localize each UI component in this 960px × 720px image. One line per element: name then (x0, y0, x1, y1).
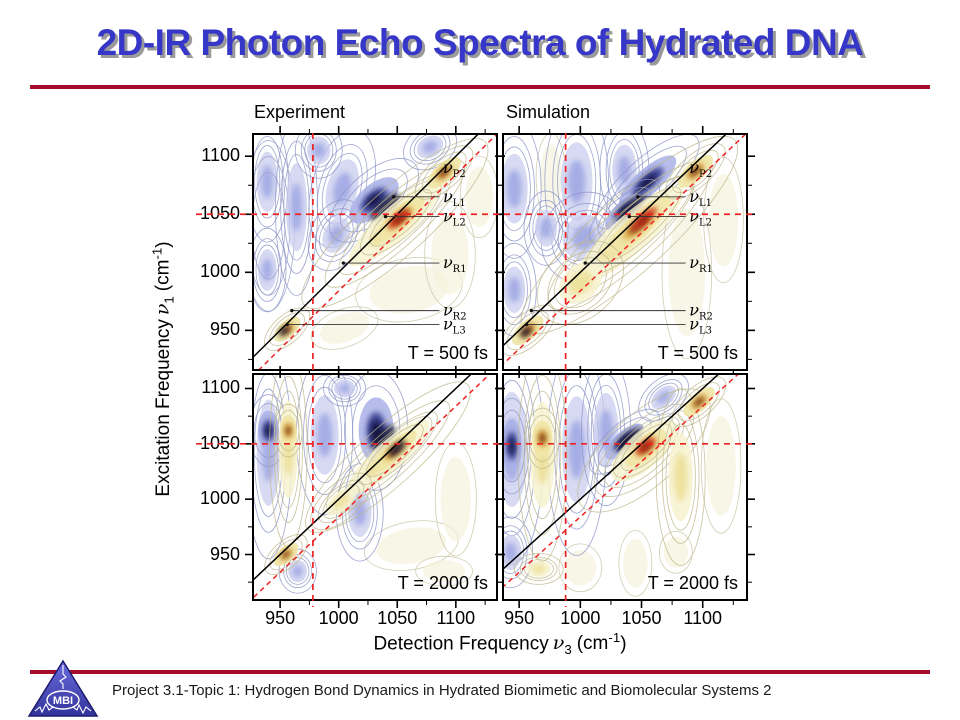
footer-project-text: Project 3.1-Topic 1: Hydrogen Bond Dynam… (112, 682, 772, 699)
logo-wave-right-icon (72, 703, 92, 715)
x-tick-label: 1000 (560, 608, 601, 628)
column-label-simulation: Simulation (506, 102, 591, 122)
x-tick-label: 1100 (436, 608, 476, 628)
page-title: 2D-IR Photon Echo Spectra of Hydrated DN… (96, 22, 864, 63)
x-tick-label: 1000 (318, 608, 359, 628)
y-axis-symbol: ν (151, 303, 174, 316)
spectra-figure: Experiment Simulation Excitation Frequen… (0, 96, 960, 662)
logo-ellipse (46, 690, 80, 710)
x-axis-unit: (cm (576, 633, 609, 655)
x-axis-label-text: Detection Frequency (373, 633, 549, 655)
y-tick-label: 1050 (199, 432, 240, 453)
y-axis-symbol-sub: 1 (161, 296, 177, 304)
y-axis-label: Excitation Frequencyν1(cm-1) (149, 241, 177, 497)
x-tick-label: 1100 (683, 608, 723, 628)
logo-pulse-icon (59, 665, 67, 689)
time-label-experiment-500fs: T = 500 fs (408, 343, 488, 363)
y-tick-label: 950 (209, 319, 240, 340)
footer-rule (30, 670, 930, 674)
column-label-experiment: Experiment (254, 102, 346, 122)
y-tick-label: 1100 (201, 145, 240, 166)
time-label-simulation-2000fs: T = 2000 fs (648, 573, 738, 593)
x-axis-symbol: ν (552, 632, 565, 655)
logo-text: MBI (53, 695, 73, 707)
panel-experiment-2000fs: T = 2000 fs (252, 373, 498, 601)
y-tick-label: 1100 (201, 377, 240, 398)
time-label-experiment-2000fs: T = 2000 fs (398, 573, 488, 593)
mbi-logo: MBI (27, 659, 99, 717)
y-tick-label: 1000 (199, 488, 240, 509)
y-axis-label-text: Excitation Frequency (152, 319, 174, 497)
panel-simulation-2000fs: T = 2000 fs (502, 373, 748, 601)
y-axis-unit: (cm (152, 259, 174, 292)
x-tick-label: 1050 (377, 608, 418, 628)
time-label-simulation-500fs: T = 500 fs (658, 343, 738, 363)
y-tick-label: 950 (209, 543, 240, 564)
logo-wave-left-icon (34, 702, 54, 714)
x-axis-label: Detection Frequency ν3 (cm-1) (373, 630, 627, 658)
y-tick-label: 1050 (199, 203, 240, 224)
x-axis-symbol-sub: 3 (564, 642, 572, 658)
x-tick-label: 950 (504, 608, 535, 628)
x-tick-label: 1050 (621, 608, 662, 628)
y-tick-label: 1000 (199, 261, 240, 282)
x-tick-label: 950 (265, 608, 296, 628)
title-rule (30, 85, 930, 89)
